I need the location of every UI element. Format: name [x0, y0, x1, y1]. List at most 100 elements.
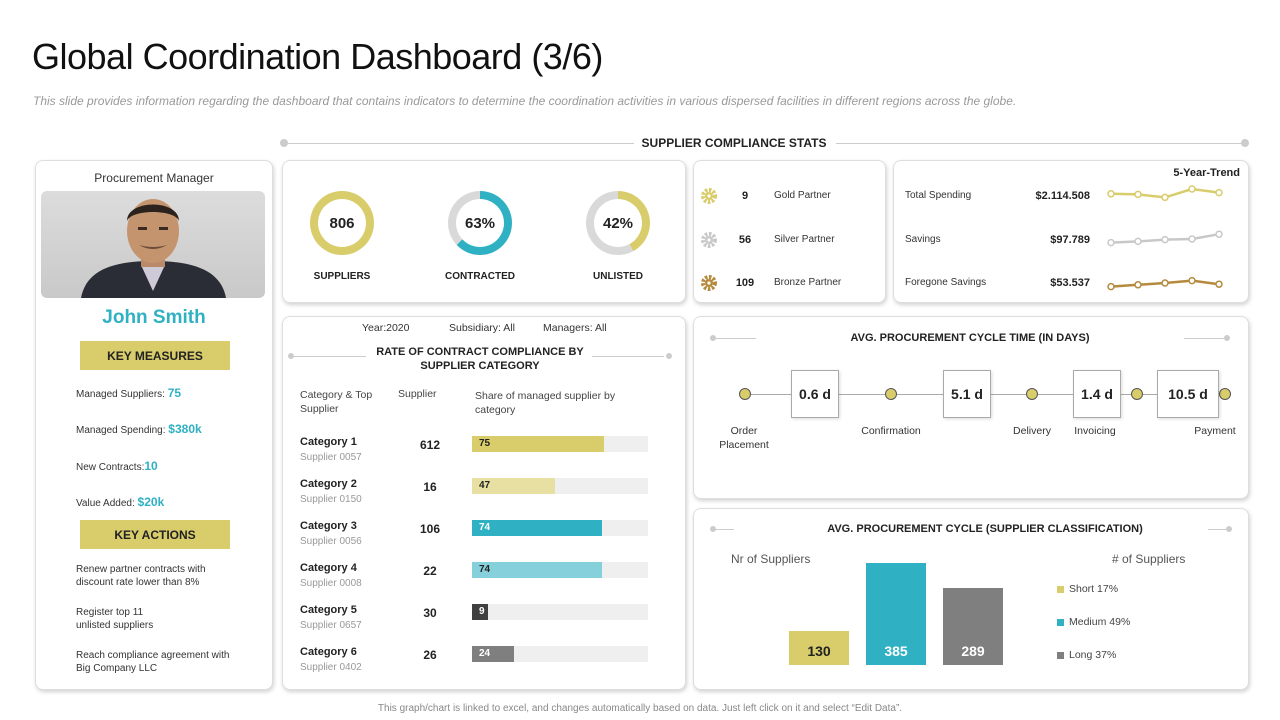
divider-line [1184, 338, 1224, 339]
share-bar-track: 47 [472, 478, 648, 494]
bronze-partner-count: 109 [735, 277, 755, 289]
sparkline-point [1161, 193, 1169, 202]
timeline-dot [739, 388, 751, 400]
ring-value: 42% [594, 199, 642, 247]
ring-label: CONTRACTED [445, 271, 515, 282]
savings-sparkline [1107, 230, 1223, 247]
suppliers-ring: 806 [310, 191, 374, 255]
measure-managed-suppliers: Managed Suppliers: 75 [76, 386, 181, 400]
timeline-step-label: Invoicing [1074, 425, 1116, 437]
gold-partner-count: 9 [741, 190, 749, 202]
year-filter[interactable]: Year:2020 [362, 322, 410, 334]
ring-value: 806 [318, 199, 366, 247]
supplier-count: 16 [423, 480, 437, 494]
header-line: Share of managed supplier by [475, 390, 616, 402]
share-bar: 47 [472, 478, 555, 494]
supplier-count: 30 [423, 606, 437, 620]
sparkline-point [1161, 235, 1169, 244]
page-subtitle: This slide provides information regardin… [33, 94, 1017, 108]
person-avatar-icon [81, 199, 226, 298]
ring-value: 63% [456, 199, 504, 247]
measure-value-added: Value Added: $20k [76, 495, 164, 509]
category-supplier: Supplier 0056 [300, 536, 362, 547]
compliance-title: RATE OF CONTRACT COMPLIANCE BY SUPPLIER C… [370, 345, 590, 373]
category-supplier: Supplier 0657 [300, 620, 362, 631]
legend-label: Long 37% [1069, 649, 1117, 661]
category-name: Category 1 [300, 436, 357, 448]
cycle-box: 10.5 d [1157, 370, 1219, 418]
divider-dot [1226, 526, 1232, 532]
legend-swatch [1057, 585, 1064, 593]
sparkline-point [1188, 276, 1196, 285]
bar-short: 130 [789, 631, 849, 665]
title-line: SUPPLIER CATEGORY [420, 360, 540, 372]
measure-label: Value Added: [76, 498, 138, 509]
step-line: Order [730, 425, 758, 437]
divider-line [294, 356, 366, 357]
sparkline-point [1188, 185, 1196, 193]
share-bar-track: 74 [472, 562, 648, 578]
legend-label: Short 17% [1069, 583, 1119, 595]
action-item: Renew partner contracts with discount rat… [76, 563, 206, 589]
column-header-share: Share of managed supplier by category [475, 389, 615, 417]
sparkline-point [1134, 237, 1142, 246]
trend-value: $97.789 [1050, 234, 1090, 246]
trend-label: Savings [905, 234, 941, 245]
bronze-partner-label: Bronze Partner [774, 277, 842, 288]
ring-label: SUPPLIERS [313, 271, 371, 282]
supplier-count: 612 [419, 438, 441, 452]
contracted-ring: 63% [448, 191, 512, 255]
compliance-card [282, 316, 686, 690]
timeline-dot [1131, 388, 1143, 400]
category-name: Category 5 [300, 604, 357, 616]
bronze-gear-icon [700, 274, 718, 297]
total-spending-sparkline [1107, 185, 1223, 202]
category-supplier: Supplier 0150 [300, 494, 362, 505]
share-bar: 74 [472, 520, 603, 536]
footer-note: This graph/chart is linked to excel, and… [377, 703, 903, 714]
measure-managed-spending: Managed Spending: $380k [76, 422, 202, 436]
sparkline-point [1134, 190, 1142, 199]
legend-item-long: Long 37% [1057, 649, 1116, 661]
action-line: Register top 11 [76, 607, 144, 618]
subsidiary-filter[interactable]: Subsidiary: All [449, 322, 515, 334]
divider-line [1208, 529, 1226, 530]
gold-gear-icon [700, 187, 718, 210]
legend-swatch [1057, 618, 1064, 626]
divider-dot [710, 526, 716, 532]
supplier-count: 22 [423, 564, 437, 578]
category-supplier: Supplier 0402 [300, 662, 362, 673]
partners-card [693, 160, 886, 303]
header-line: category [475, 404, 516, 416]
header-line: Supplier [300, 403, 339, 415]
legend-swatch [1057, 651, 1064, 659]
column-header-category: Category & Top Supplier [300, 388, 372, 416]
share-bar-track: 75 [472, 436, 648, 452]
title-line: RATE OF CONTRACT COMPLIANCE BY [376, 346, 584, 358]
action-line: Renew partner contracts with [76, 564, 206, 575]
profile-name: John Smith [102, 307, 206, 328]
timeline-dot [1219, 388, 1231, 400]
chart-ylabel: Nr of Suppliers [731, 552, 811, 566]
unlisted-ring: 42% [586, 191, 650, 255]
divider-line [592, 356, 664, 357]
category-name: Category 3 [300, 520, 357, 532]
bar-value-label: 130 [807, 643, 831, 659]
divider-line [716, 338, 756, 339]
bar-value-label: 385 [884, 643, 908, 659]
sparkline-point [1107, 282, 1115, 291]
silver-partner-count: 56 [738, 234, 752, 246]
divider-dot [1241, 139, 1249, 147]
foregone-savings-sparkline [1107, 276, 1223, 291]
column-header-supplier: Supplier [398, 388, 437, 400]
action-item: Reach compliance agreement with Big Compa… [76, 649, 229, 675]
action-line: unlisted suppliers [76, 620, 154, 631]
timeline-step-label: Payment [1194, 425, 1236, 437]
managers-filter[interactable]: Managers: All [543, 322, 607, 334]
trend-title: 5-Year-Trend [1173, 167, 1240, 179]
bar-value-label: 289 [961, 643, 985, 659]
profile-photo [41, 191, 265, 298]
sparkline-point [1161, 279, 1169, 287]
measure-label: Managed Suppliers: [76, 389, 168, 400]
section-title: SUPPLIER COMPLIANCE STATS [641, 136, 827, 150]
